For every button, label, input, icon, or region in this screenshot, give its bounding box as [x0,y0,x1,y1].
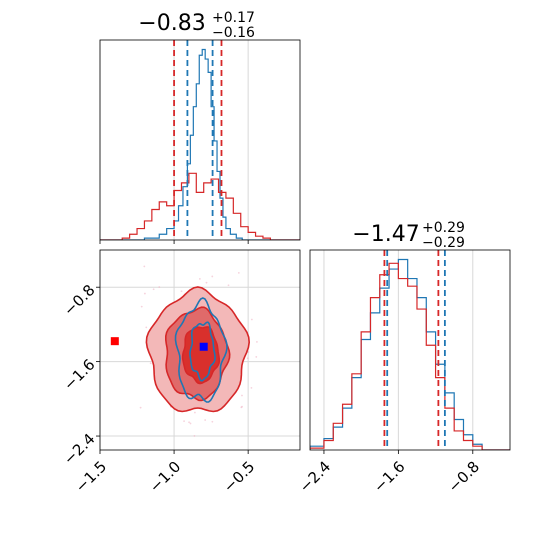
tick-labels: −1.5 −1.0 −0.5−0.8−1.6−2.4−2.4 −1.6 −0.8 [60,281,483,496]
scatter-point [193,435,196,437]
y-tick-label: −1.6 [60,355,98,393]
panel-frame [99,249,301,451]
scatter-point [255,356,258,358]
scatter-point [143,292,146,295]
x-tick-label: −0.8 [445,458,483,496]
x-tick-label: −1.6 [370,458,408,496]
top-left-title-main: −0.83 [138,11,205,36]
bottom-right-histogram-panel [309,249,511,454]
histogram-series [310,258,510,450]
scatter-point [237,271,240,274]
scatter-point [227,284,230,287]
y-tick-label: −0.8 [60,281,98,319]
panel-frame [309,249,511,451]
scatter-point [198,278,201,280]
scatter-point [204,419,207,421]
blue-contour-level [174,297,228,403]
scatter-point [241,405,243,408]
x-tick-label: −1.0 [146,458,184,496]
bottom-right-title: −1.47 +0.29 −0.29 [352,220,465,251]
scatter-point [180,290,183,293]
scatter-point [211,420,214,423]
top-left-title-sub: −0.16 [212,25,255,41]
scatter-point [241,394,243,397]
histogram-series [100,48,300,240]
bottom-right-title-main: −1.47 [352,222,419,247]
panel-frame [99,39,301,241]
bottom-left-contour-panel [96,249,301,463]
scatter-point [193,411,196,414]
scatter-point [143,265,146,268]
scatter-point [211,275,214,278]
scatter-point [200,461,202,463]
scatter-point [158,286,161,288]
top-left-title: −0.83 +0.17 −0.16 [138,10,255,41]
scatter-point [183,420,185,423]
truth-marker [199,342,208,351]
scatter-point [246,357,249,360]
scatter-point [250,318,253,321]
scatter-point [145,326,148,329]
top-left-title-sup: +0.17 [212,10,255,26]
bottom-right-title-sup: +0.29 [422,220,465,236]
scatter-point [149,362,152,365]
top-left-histogram-panel [99,39,301,244]
truth-marker [110,337,119,346]
histogram-series [310,262,510,450]
scatter-point [250,386,253,389]
x-tick-label: −0.5 [220,458,258,496]
scatter-point [189,422,192,425]
histogram-series [100,172,300,240]
blue-contour-level [189,321,216,382]
scatter-point [140,305,143,308]
scatter-point [139,406,142,409]
scatter-point [188,421,190,424]
scatter-point [205,281,208,284]
scatter-point [256,341,258,343]
scatter-point [247,351,250,353]
bottom-right-title-sub: −0.29 [422,235,465,251]
x-tick-label: −2.4 [296,458,334,496]
scatter-point [152,288,155,291]
